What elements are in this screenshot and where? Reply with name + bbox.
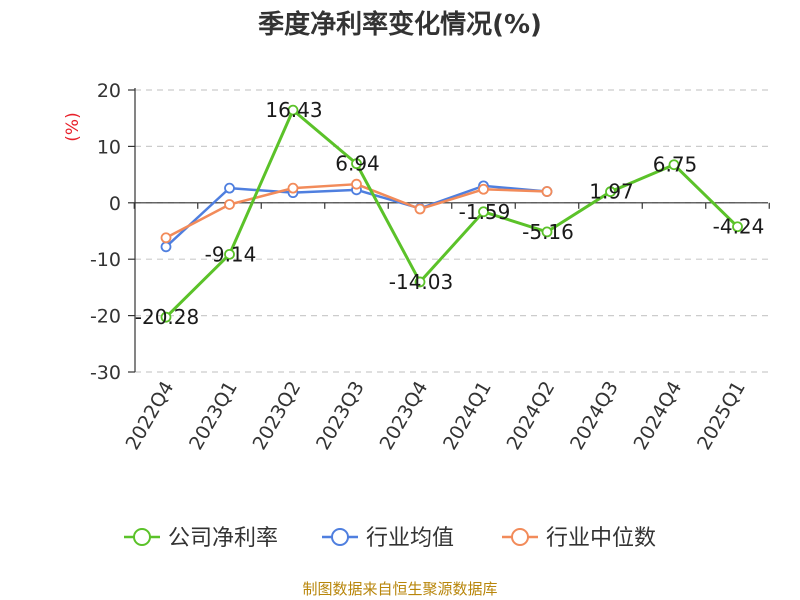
data-point <box>668 159 680 171</box>
data-label: 16.43 <box>265 98 322 122</box>
y-tick-label: -10 <box>90 249 121 271</box>
x-tick-label: 2024Q1 <box>439 378 496 454</box>
legend-swatch-marker <box>331 528 349 546</box>
x-tick-label: 2023Q1 <box>185 378 242 454</box>
data-label: 1.97 <box>589 180 634 204</box>
data-label: -14.03 <box>389 270 453 294</box>
y-axis-label: (%) <box>63 112 83 141</box>
data-point <box>224 248 235 260</box>
data-point <box>287 104 299 116</box>
data-label: -9.14 <box>205 242 257 266</box>
x-tick-label: 2024Q4 <box>630 378 687 454</box>
data-point <box>160 311 172 323</box>
data-point <box>351 158 362 170</box>
data-point <box>160 232 172 244</box>
data-point <box>478 206 489 218</box>
data-point <box>732 221 743 233</box>
chart-title: 季度净利率变化情况(%) <box>258 9 542 40</box>
legend-label: 公司净利率 <box>168 526 278 551</box>
data-point <box>414 276 426 288</box>
x-tick-label: 2024Q2 <box>503 378 560 454</box>
data-point <box>541 226 553 238</box>
data-point <box>160 241 172 253</box>
y-tick-label: -20 <box>90 306 121 328</box>
x-tick-label: 2022Q4 <box>122 378 179 454</box>
data-label: 6.94 <box>335 152 380 176</box>
y-tick-label: -30 <box>90 362 121 384</box>
grid-lines <box>135 89 768 373</box>
y-tick-label: 0 <box>109 193 121 215</box>
data-point <box>351 178 362 190</box>
data-labels: -20.28 -9.14 16.43 6.94 -14.03 -1.59 -5.16 1.97… <box>135 98 765 329</box>
data-label: -20.28 <box>135 305 199 329</box>
x-tick-label: 2023Q3 <box>312 378 369 454</box>
legend-swatch-marker <box>511 528 529 546</box>
legend-swatch-marker <box>133 528 151 546</box>
data-point <box>287 182 299 194</box>
y-tick-label: 20 <box>97 80 121 102</box>
data-point <box>605 186 616 198</box>
legend-label: 行业均值 <box>366 526 454 551</box>
legend: 公司净利率 行业均值 行业中位数 <box>124 526 656 551</box>
source-note: 制图数据来自恒生聚源数据库 <box>302 580 497 598</box>
data-label: -5.16 <box>522 220 574 244</box>
legend-label: 行业中位数 <box>546 526 656 551</box>
data-point <box>478 183 489 195</box>
x-tick-label: 2023Q2 <box>249 378 306 454</box>
data-label: 6.75 <box>653 153 698 177</box>
data-label: -4.24 <box>713 215 765 239</box>
series-group <box>160 104 743 323</box>
data-point <box>224 199 235 210</box>
data-label: -1.59 <box>459 200 511 224</box>
data-point <box>541 186 553 197</box>
data-point <box>414 203 426 215</box>
x-tick-label: 2023Q4 <box>376 378 433 454</box>
x-tick-label: 2024Q3 <box>566 378 623 454</box>
series-line <box>164 108 739 319</box>
y-tick-label: 10 <box>97 136 121 158</box>
data-point <box>224 182 235 194</box>
x-tick-label: 2025Q1 <box>693 378 750 454</box>
